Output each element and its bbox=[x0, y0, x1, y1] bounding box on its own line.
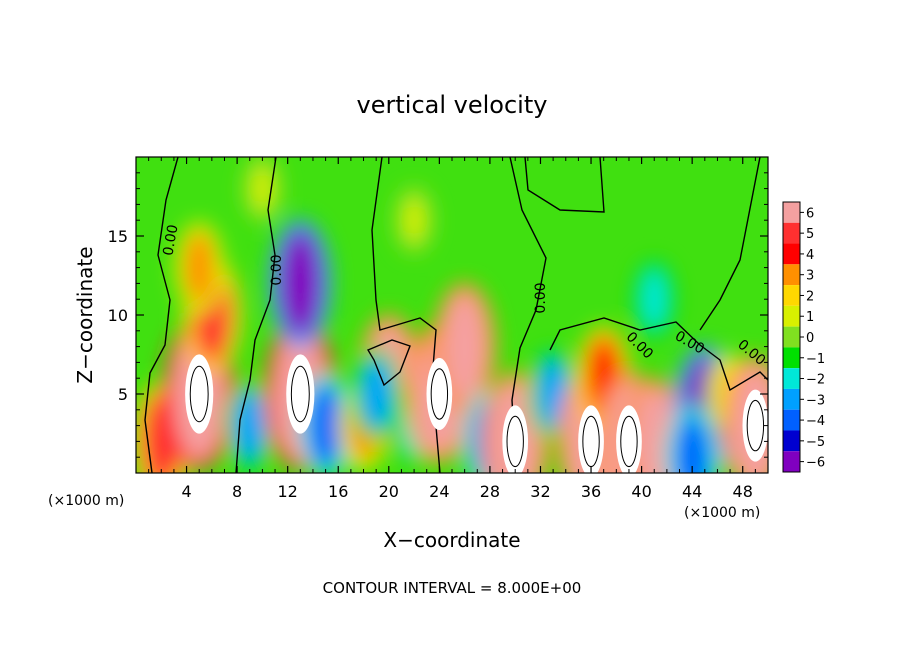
velocity-cell bbox=[538, 358, 568, 430]
x-tick-label: 24 bbox=[429, 482, 449, 501]
velocity-cell bbox=[308, 383, 343, 468]
velocity-cell bbox=[279, 229, 322, 338]
velocity-cell bbox=[361, 358, 391, 430]
x-tick-label: 32 bbox=[530, 482, 550, 501]
core-contour bbox=[290, 365, 310, 423]
x-axis: 4 8 12 16 20 24 28 32 36 40 44 48 bbox=[148, 157, 756, 501]
y-tick-label: 15 bbox=[108, 227, 128, 246]
core-contour bbox=[189, 365, 209, 423]
colorbar-label: −4 bbox=[806, 414, 825, 429]
colorbar-swatch bbox=[783, 305, 800, 327]
x-unit-left: (×1000 m) bbox=[48, 493, 124, 509]
y-tick-label: 10 bbox=[108, 306, 128, 325]
x-tick-label: 8 bbox=[232, 482, 242, 501]
x-axis-label: X−coordinate bbox=[383, 528, 520, 552]
velocity-cell bbox=[403, 196, 425, 245]
core-contour bbox=[620, 415, 638, 468]
colorbar-swatch bbox=[783, 285, 800, 306]
velocity-cell bbox=[633, 387, 676, 473]
x-tick-label: 20 bbox=[379, 482, 399, 501]
colorbar-label: 4 bbox=[806, 248, 814, 263]
colorbar-swatch bbox=[783, 326, 800, 348]
colorbar-label: −3 bbox=[806, 393, 825, 408]
contour-line bbox=[549, 317, 768, 392]
colorbar-swatch bbox=[783, 347, 800, 369]
colorbar-label: 5 bbox=[806, 227, 814, 242]
colorbar-label: 0 bbox=[806, 331, 814, 346]
contour-label-text: 0.00 bbox=[160, 223, 181, 256]
contour-label: 0.00 bbox=[533, 282, 549, 313]
contour-line bbox=[524, 157, 605, 213]
contour-line bbox=[699, 157, 761, 331]
colorbar-label: 2 bbox=[806, 289, 814, 304]
velocity-cell bbox=[252, 164, 273, 213]
velocity-core bbox=[286, 354, 315, 434]
velocity-cell bbox=[675, 415, 709, 473]
colorbar: 6 5 4 3 2 1 0 −1 −2 −3 −4 −5 −6 bbox=[782, 201, 825, 473]
colorbar-swatch bbox=[783, 451, 800, 472]
core-contour bbox=[746, 399, 765, 452]
colorbar-label: 3 bbox=[806, 269, 814, 284]
y-tick-label: 5 bbox=[118, 385, 128, 404]
colorbar-swatch bbox=[783, 202, 800, 223]
contour-interval-note: CONTOUR INTERVAL = 8.000E+00 bbox=[323, 579, 582, 597]
x-tick-label: 16 bbox=[328, 482, 348, 501]
colorbar-label: −2 bbox=[806, 373, 825, 388]
plot-area bbox=[136, 157, 768, 473]
x-tick-label: 12 bbox=[278, 482, 298, 501]
velocity-cell bbox=[443, 292, 486, 401]
chart-title: vertical velocity bbox=[357, 91, 548, 119]
x-unit-right: (×1000 m) bbox=[684, 505, 760, 521]
colorbar-label: −5 bbox=[806, 435, 825, 450]
colorbar-swatch bbox=[783, 264, 800, 286]
x-tick-label: 36 bbox=[581, 482, 601, 501]
contour-label-text: 0.00 bbox=[269, 254, 285, 285]
contour-line bbox=[366, 339, 411, 387]
colorbar-label: 1 bbox=[806, 310, 814, 325]
colorbar-swatch bbox=[783, 430, 800, 452]
y-axis: 5 10 15 bbox=[108, 172, 768, 458]
colorbar-label: 6 bbox=[806, 206, 814, 221]
core-contour bbox=[430, 368, 449, 420]
colorbar-label: −6 bbox=[806, 456, 825, 471]
colorbar-swatch bbox=[783, 409, 800, 431]
velocity-core bbox=[426, 358, 453, 430]
colorbar-swatch bbox=[783, 388, 800, 410]
velocity-cell bbox=[184, 231, 214, 304]
colorbar-label: −1 bbox=[806, 352, 825, 367]
x-tick-label: 44 bbox=[682, 482, 702, 501]
contour-line bbox=[509, 157, 547, 473]
velocity-core bbox=[185, 354, 214, 434]
contour-label: 0.00 bbox=[269, 254, 285, 285]
x-tick-label: 28 bbox=[480, 482, 500, 501]
contour-line bbox=[144, 157, 179, 473]
y-axis-label: Z−coordinate bbox=[73, 246, 97, 383]
colorbar-swatch bbox=[783, 222, 800, 244]
core-contour bbox=[506, 415, 524, 468]
colorbar-swatch bbox=[783, 243, 800, 265]
velocity-field bbox=[136, 157, 768, 473]
colorbar-swatch bbox=[783, 368, 800, 389]
velocity-core bbox=[742, 389, 768, 462]
velocity-cell bbox=[641, 269, 667, 330]
contour-label-text: 0.00 bbox=[533, 282, 549, 313]
x-tick-label: 4 bbox=[181, 482, 191, 501]
x-tick-label: 40 bbox=[631, 482, 651, 501]
x-tick-label: 48 bbox=[733, 482, 753, 501]
contour-label: 0.00 bbox=[160, 223, 181, 256]
contour-line bbox=[235, 157, 277, 473]
